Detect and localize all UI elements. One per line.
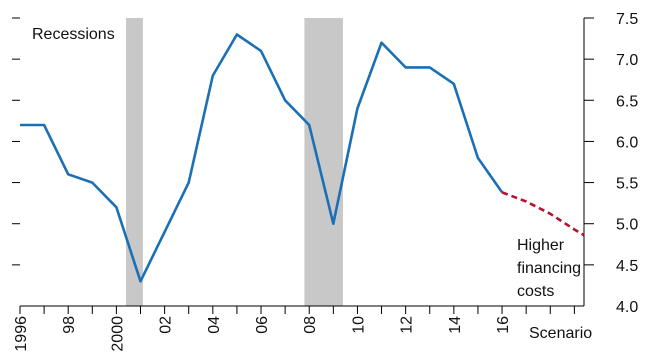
data-lines [20,33,585,283]
y-tick-label: 4.5 [616,258,638,275]
recession-band-2 [304,18,343,306]
scenario-axis-label: Scenario [529,325,592,342]
x-tick-label: 04 [206,316,223,334]
y-tick-label: 7.5 [616,11,638,28]
scenario-line [501,191,585,237]
x-tick-label: 02 [158,316,175,334]
x-axis: 1996 98 2000 02 04 06 08 10 12 14 16 [13,305,584,352]
recession-bands [126,18,343,306]
history-line [20,33,504,283]
x-tick-label: 16 [495,316,512,334]
x-tick-label: 06 [254,316,271,334]
x-tick-label: 10 [350,316,367,334]
x-tick-label: 14 [447,316,464,334]
right-axis: 4.0 4.5 5.0 5.5 6.0 6.5 7.0 7.5 [583,11,638,316]
y-tick-label: 6.5 [616,93,638,110]
x-tick-label: 1996 [13,316,30,352]
scenario-annotation-line-3: costs [517,283,554,300]
x-tick-label: 2000 [109,316,126,352]
recession-band-1 [126,18,143,306]
x-tick-label: 12 [399,316,416,334]
scenario-annotation-line-1: Higher [517,237,565,254]
recessions-annotation: Recessions [32,26,115,43]
y-tick-label: 5.0 [616,217,638,234]
x-tick-label: 98 [61,316,78,334]
y-tick-label: 6.0 [616,134,638,151]
y-tick-label: 7.0 [616,52,638,69]
y-tick-label: 5.5 [616,176,638,193]
y-tick-label: 4.0 [616,299,638,316]
scenario-annotation-line-2: financing [517,260,581,277]
x-tick-label: 08 [302,316,319,334]
left-axis-ticks [12,17,20,266]
